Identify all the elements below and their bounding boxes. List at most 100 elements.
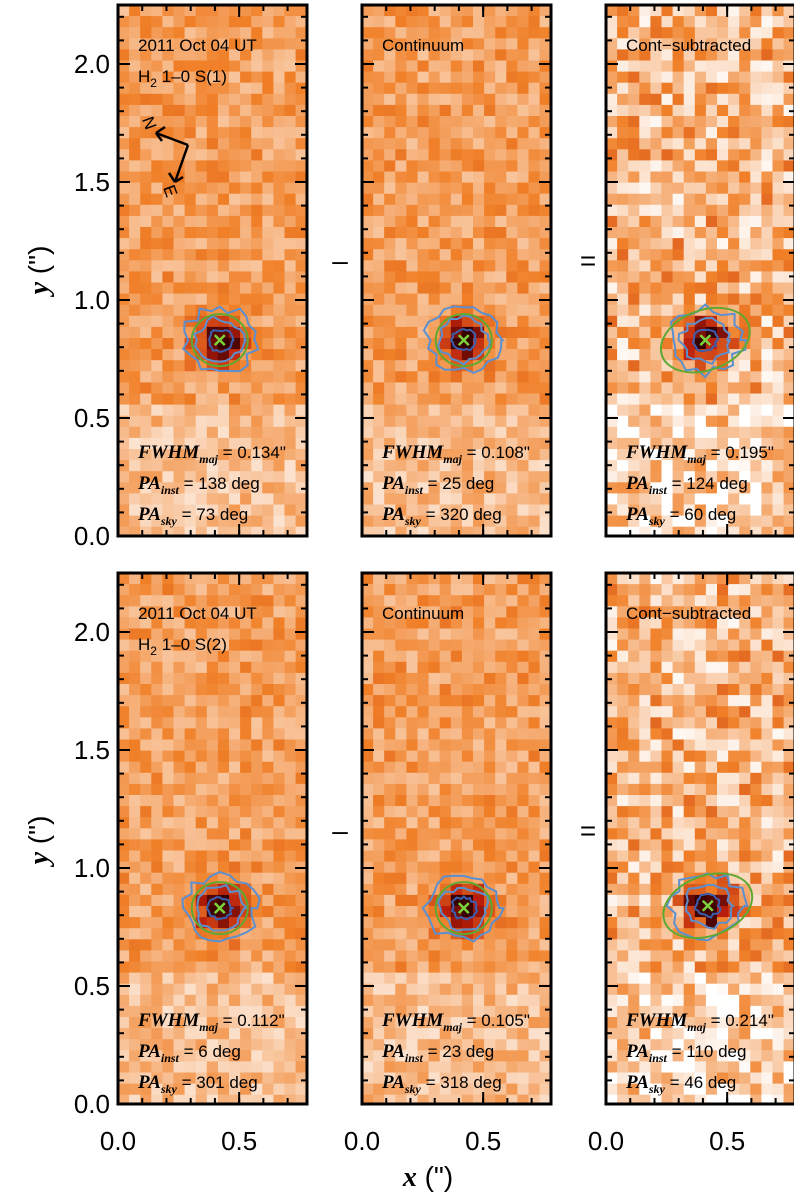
pixel bbox=[439, 961, 452, 974]
pixel bbox=[739, 382, 751, 394]
pixel bbox=[517, 894, 529, 907]
pixel bbox=[217, 449, 230, 461]
pixel bbox=[428, 717, 441, 729]
pixel bbox=[528, 16, 541, 28]
pixel bbox=[162, 227, 174, 239]
pixel bbox=[284, 271, 297, 283]
pixel bbox=[683, 460, 696, 472]
pixel bbox=[129, 227, 141, 239]
pixel bbox=[528, 872, 541, 885]
pixel bbox=[739, 493, 751, 505]
pixel bbox=[184, 872, 197, 885]
pixel bbox=[406, 883, 418, 896]
pixel bbox=[151, 1028, 163, 1040]
pixel bbox=[439, 260, 452, 272]
pixel bbox=[195, 595, 208, 607]
pixel bbox=[362, 1061, 374, 1073]
pixel bbox=[406, 5, 418, 17]
pixel bbox=[617, 104, 629, 117]
pixel bbox=[783, 393, 794, 406]
pixel bbox=[473, 961, 485, 974]
pixel bbox=[206, 795, 219, 807]
pixel bbox=[417, 961, 430, 974]
pixel bbox=[506, 1028, 518, 1040]
pixel bbox=[495, 149, 507, 161]
pixel bbox=[450, 371, 463, 383]
pixel bbox=[650, 93, 662, 106]
pixel bbox=[495, 617, 507, 629]
pixel bbox=[129, 661, 141, 674]
pixel bbox=[184, 806, 197, 818]
pixel bbox=[517, 1083, 529, 1096]
pixel bbox=[240, 928, 252, 940]
pixel bbox=[473, 227, 485, 239]
pixel bbox=[395, 595, 407, 607]
pixel bbox=[628, 415, 640, 428]
pixel bbox=[439, 672, 452, 685]
pixel bbox=[206, 482, 219, 494]
pixel bbox=[129, 193, 141, 206]
x-tick-label: 0.5 bbox=[221, 1126, 257, 1156]
pixel bbox=[173, 38, 186, 50]
pixel bbox=[151, 628, 163, 641]
pixel bbox=[683, 60, 696, 73]
pixel bbox=[206, 193, 219, 206]
pixel bbox=[461, 482, 474, 494]
pixel bbox=[694, 426, 707, 439]
pixel bbox=[262, 271, 274, 283]
pixel bbox=[428, 795, 441, 807]
pixel bbox=[384, 1083, 396, 1096]
pixel bbox=[761, 171, 773, 184]
pixel bbox=[162, 271, 174, 283]
pixel bbox=[439, 482, 452, 494]
compass bbox=[155, 125, 190, 184]
pixel bbox=[195, 573, 208, 585]
pixel bbox=[517, 471, 529, 483]
pixel bbox=[251, 60, 263, 73]
pixel bbox=[195, 5, 208, 17]
pixel bbox=[229, 260, 241, 272]
pixel bbox=[495, 961, 507, 974]
pixel bbox=[151, 584, 163, 596]
pixel bbox=[661, 293, 674, 306]
pixel bbox=[173, 861, 186, 874]
pixel bbox=[262, 672, 274, 685]
pixel bbox=[118, 160, 130, 172]
pixel bbox=[506, 628, 518, 641]
pixel bbox=[428, 772, 441, 785]
pixel bbox=[173, 227, 186, 239]
pixel bbox=[162, 127, 174, 139]
pixel bbox=[517, 806, 529, 818]
pixel bbox=[140, 338, 152, 350]
pixel bbox=[284, 1050, 297, 1062]
pixel bbox=[473, 672, 485, 685]
pixel bbox=[473, 661, 485, 674]
pixel bbox=[450, 338, 463, 350]
pixel bbox=[683, 349, 696, 361]
pixel bbox=[195, 961, 208, 974]
pixel bbox=[628, 360, 640, 372]
pixel bbox=[450, 1017, 463, 1029]
pixel bbox=[273, 360, 285, 372]
pixel bbox=[295, 573, 307, 585]
pixel bbox=[772, 471, 785, 483]
pixel bbox=[217, 1083, 230, 1096]
pixel bbox=[750, 404, 762, 417]
pixel bbox=[439, 717, 452, 729]
pixel bbox=[384, 82, 396, 95]
pixel bbox=[539, 1061, 551, 1073]
pixel bbox=[118, 238, 130, 250]
pixel bbox=[173, 617, 186, 629]
pixel bbox=[728, 60, 740, 73]
pixel bbox=[151, 906, 163, 918]
pixel bbox=[295, 149, 307, 161]
pixel bbox=[417, 573, 430, 585]
pixel bbox=[417, 850, 430, 863]
pixel bbox=[129, 906, 141, 918]
pixel bbox=[761, 360, 773, 372]
pixel bbox=[184, 584, 197, 596]
pixel bbox=[284, 983, 297, 996]
pixel bbox=[672, 449, 685, 461]
pixel bbox=[240, 1061, 252, 1073]
pixel bbox=[606, 382, 618, 394]
